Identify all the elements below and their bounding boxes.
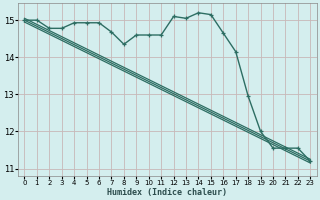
X-axis label: Humidex (Indice chaleur): Humidex (Indice chaleur) bbox=[108, 188, 228, 197]
